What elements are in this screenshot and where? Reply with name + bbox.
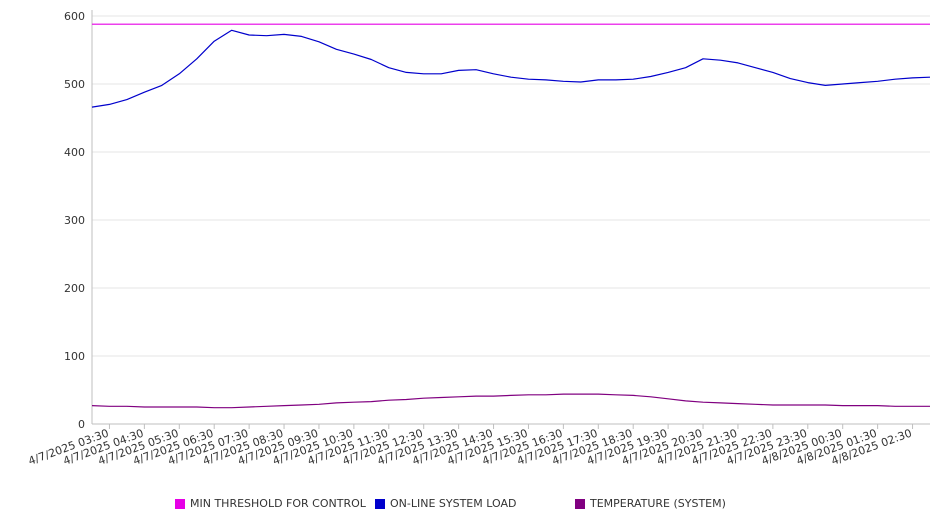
y-tick-label: 300 [64,214,85,227]
line-chart: 0 100 200 300 400 500 600 4/7/2025 03:304/7/20… [27,10,931,468]
legend-swatch-temperature [575,498,585,509]
series-lines [91,23,931,409]
x-tick-labels: 4/7/2025 03:304/7/2025 04:304/7/2025 05:… [27,427,914,468]
temperature-line[interactable] [91,393,930,409]
axes [91,10,930,429]
legend-swatch-min-threshold [175,498,185,509]
legend-label-temperature: TEMPERATURE (SYSTEM) [590,497,726,510]
y-tick-label: 0 [78,418,85,431]
legend-item-temperature[interactable]: TEMPERATURE (SYSTEM) [575,497,726,510]
legend-label-system-load: ON-LINE SYSTEM LOAD [390,497,517,510]
legend: MIN THRESHOLD FOR CONTROL ON-LINE SYSTEM… [0,497,946,515]
y-tick-label: 600 [64,10,85,23]
y-tick-label: 200 [64,282,85,295]
legend-item-system-load[interactable]: ON-LINE SYSTEM LOAD [375,497,516,510]
y-tick-label: 100 [64,350,85,363]
system-load-line[interactable] [91,29,931,108]
legend-label-min-threshold: MIN THRESHOLD FOR CONTROL [190,497,366,510]
y-tick-labels: 0 100 200 300 400 500 600 [64,10,85,431]
y-tick-label: 500 [64,78,85,91]
grid-lines [92,15,930,357]
legend-item-min-threshold[interactable]: MIN THRESHOLD FOR CONTROL [175,497,366,510]
y-tick-label: 400 [64,146,85,159]
legend-swatch-system-load [375,498,385,509]
